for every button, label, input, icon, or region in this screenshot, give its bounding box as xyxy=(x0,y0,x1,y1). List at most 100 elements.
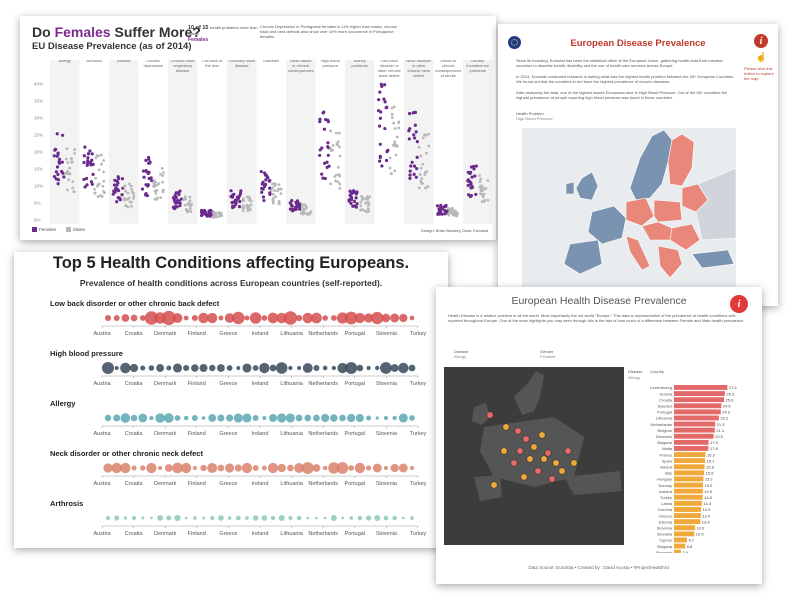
country-bar[interactable] xyxy=(674,476,704,482)
male-dot xyxy=(161,174,165,178)
country-bar[interactable] xyxy=(674,385,728,390)
gender-filter[interactable]: Gender Females xyxy=(540,349,556,359)
female-dot xyxy=(262,184,267,188)
country-bar[interactable] xyxy=(674,513,701,518)
prevalence-bubble xyxy=(306,516,310,520)
country-marker[interactable] xyxy=(486,411,494,419)
country-bar[interactable] xyxy=(674,470,705,476)
country-bar[interactable] xyxy=(674,409,721,415)
country-bar[interactable] xyxy=(674,537,687,543)
disease-column-label: Urinary xyxy=(471,60,484,63)
male-dot xyxy=(73,148,77,151)
y-tick-label: 30% xyxy=(34,116,43,121)
disease-filter[interactable]: Disease Allergy xyxy=(454,349,469,359)
country-marker[interactable] xyxy=(510,459,518,467)
female-dot xyxy=(178,189,182,193)
female-dot xyxy=(147,170,151,174)
map-region-turkey[interactable] xyxy=(691,249,735,269)
country-marker[interactable] xyxy=(530,443,538,451)
country-marker[interactable] xyxy=(552,459,560,467)
country-bar[interactable] xyxy=(674,549,681,553)
country-bar[interactable] xyxy=(674,391,725,396)
info-icon[interactable]: i xyxy=(754,34,768,48)
prevalence-bubble xyxy=(301,462,314,474)
country-bar[interactable] xyxy=(674,439,709,445)
male-dot xyxy=(102,189,105,193)
country-bar[interactable] xyxy=(674,494,703,500)
male-dot xyxy=(99,153,103,157)
country-bar[interactable] xyxy=(674,421,716,427)
map-region-ireland[interactable] xyxy=(565,181,575,195)
country-marker[interactable] xyxy=(544,449,552,457)
male-dot xyxy=(68,166,72,170)
map-region-france[interactable] xyxy=(587,205,627,245)
country-bar[interactable] xyxy=(674,397,725,403)
country-bar[interactable] xyxy=(674,525,696,531)
female-dot xyxy=(207,214,211,218)
info-icon[interactable]: i xyxy=(730,295,748,313)
female-dot xyxy=(82,160,86,165)
country-marker[interactable] xyxy=(500,447,508,455)
map-region-finland[interactable] xyxy=(667,133,695,187)
country-marker[interactable] xyxy=(570,459,578,467)
country-marker[interactable] xyxy=(538,431,546,439)
prevalence-bubble xyxy=(354,462,366,474)
map-region-iberia[interactable] xyxy=(563,239,603,275)
country-bar[interactable] xyxy=(674,415,719,421)
map-region-poland[interactable] xyxy=(653,199,683,223)
female-dot xyxy=(90,152,94,156)
prevalence-bubble xyxy=(202,516,206,520)
country-marker[interactable] xyxy=(558,467,566,475)
country-bar[interactable] xyxy=(674,543,686,549)
country-marker[interactable] xyxy=(526,455,534,463)
country-marker[interactable] xyxy=(548,475,556,483)
country-bar[interactable] xyxy=(674,519,701,525)
country-bar[interactable] xyxy=(674,452,706,457)
country-marker[interactable] xyxy=(514,427,522,435)
male-dot xyxy=(366,195,370,198)
male-dot xyxy=(329,129,333,133)
female-dot xyxy=(89,180,94,184)
map-region-uk[interactable] xyxy=(575,171,599,201)
country-marker[interactable] xyxy=(516,447,524,455)
country-bar[interactable] xyxy=(674,507,702,512)
country-marker[interactable] xyxy=(520,473,528,481)
map-region-germany[interactable] xyxy=(625,197,655,227)
female-dot xyxy=(120,193,124,197)
map-region-balkans[interactable] xyxy=(657,245,683,279)
country-marker[interactable] xyxy=(490,481,498,489)
country-bar[interactable] xyxy=(674,531,695,537)
country-marker[interactable] xyxy=(534,467,542,475)
country-bar[interactable] xyxy=(674,446,709,451)
female-dot xyxy=(383,126,387,131)
female-dot xyxy=(325,160,329,164)
male-dot xyxy=(161,180,165,184)
female-dot xyxy=(261,195,266,199)
country-bar[interactable] xyxy=(674,482,703,488)
female-dot xyxy=(116,189,121,193)
country-marker[interactable] xyxy=(502,423,510,431)
europe-map[interactable] xyxy=(522,128,736,294)
column-band xyxy=(50,60,80,224)
dark-europe-map[interactable] xyxy=(444,367,624,545)
country-bar[interactable] xyxy=(674,427,715,433)
male-dot xyxy=(359,204,363,208)
male-dot xyxy=(450,207,453,211)
map-region-italy[interactable] xyxy=(625,235,651,271)
y-tick-label: 20% xyxy=(34,150,43,155)
male-dot xyxy=(67,178,70,182)
country-marker[interactable] xyxy=(540,455,548,463)
bar-value-label: 16.1 xyxy=(707,458,716,463)
male-dot xyxy=(271,186,275,189)
country-marker[interactable] xyxy=(522,435,530,443)
female-dot xyxy=(238,199,242,204)
map-region-romania[interactable] xyxy=(669,223,701,251)
country-bar[interactable] xyxy=(674,433,714,439)
country-bar[interactable] xyxy=(674,464,705,470)
country-marker[interactable] xyxy=(564,447,572,455)
country-bar[interactable] xyxy=(674,403,722,409)
country-bar[interactable] xyxy=(674,488,703,494)
female-dot xyxy=(440,212,444,216)
country-bar[interactable] xyxy=(674,500,702,506)
country-bar[interactable] xyxy=(674,458,706,464)
